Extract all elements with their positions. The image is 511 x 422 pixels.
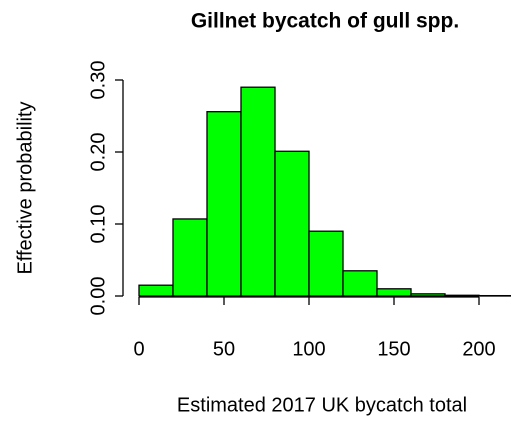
- bar: [172, 218, 208, 297]
- y-tick-label: 0.30: [87, 61, 109, 100]
- y-tick-label: 0.00: [87, 277, 109, 316]
- bar: [376, 288, 412, 297]
- bar: [410, 293, 446, 297]
- chart-title: Gillnet bycatch of gull spp.: [191, 10, 459, 33]
- bar: [206, 111, 242, 297]
- x-tick-label: 150: [377, 338, 410, 360]
- bar: [240, 86, 276, 297]
- x-axis-label: Estimated 2017 UK bycatch total: [177, 394, 467, 416]
- y-axis-label: Effective probability: [14, 101, 36, 274]
- bar: [274, 150, 310, 297]
- y-tick-label: 0.10: [87, 205, 109, 244]
- bar: [308, 230, 344, 297]
- x-tick-label: 200: [462, 338, 495, 360]
- y-tick-label: 0.20: [87, 133, 109, 172]
- x-tick-label: 0: [133, 338, 144, 360]
- x-tick-label: 100: [292, 338, 325, 360]
- bar: [444, 294, 480, 297]
- bar: [342, 270, 378, 297]
- x-tick-label: 50: [213, 338, 235, 360]
- bar: [138, 284, 174, 297]
